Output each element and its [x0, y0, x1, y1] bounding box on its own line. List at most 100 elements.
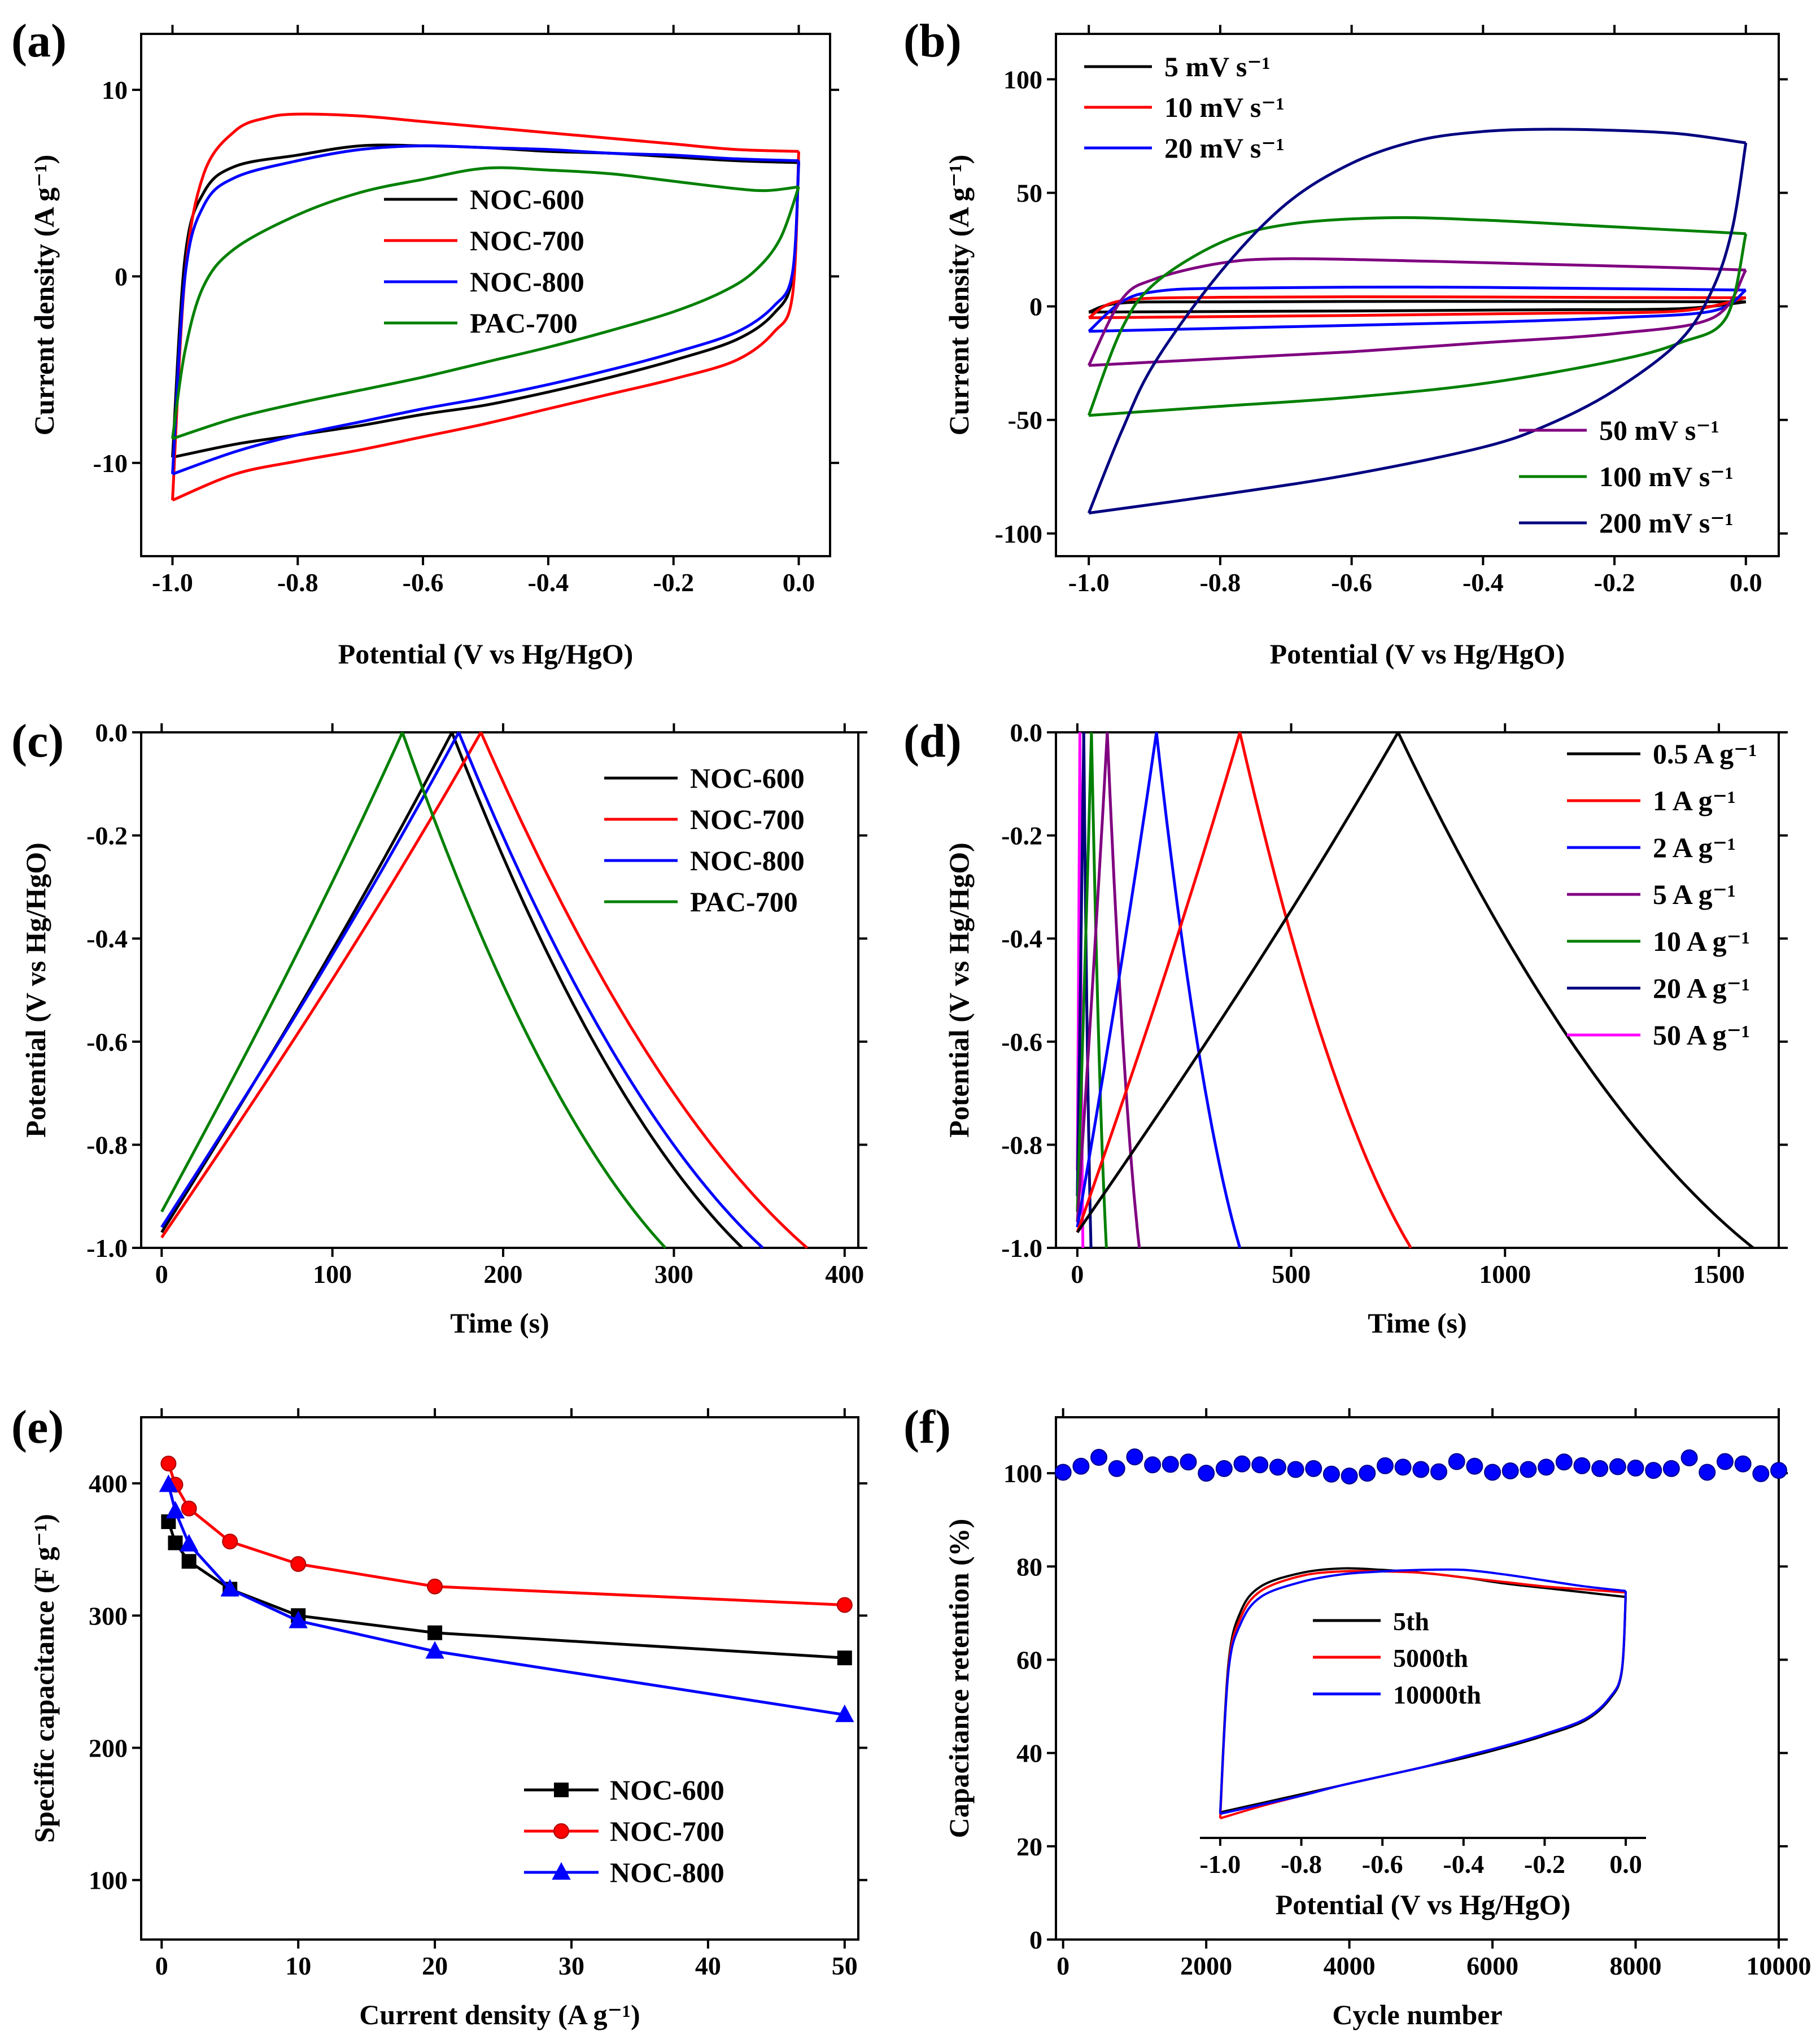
series-noc-600-point	[427, 1625, 443, 1640]
y-axis-label: Current density (A g⁻¹)	[28, 155, 60, 435]
series-noc-600-point	[837, 1650, 852, 1666]
x-tick-label: 0	[155, 1260, 168, 1289]
legend-label-noc-600: NOC-600	[470, 184, 584, 215]
retention-point	[1162, 1456, 1179, 1473]
y-tick-label: -0.4	[86, 924, 128, 953]
retention-point	[1609, 1458, 1626, 1475]
legend-label-noc-700: NOC-700	[690, 803, 805, 835]
retention-point	[1430, 1463, 1448, 1480]
series-5-a-g-discharge-curve	[1106, 732, 1141, 1248]
x-tick-label: 20	[422, 1951, 448, 1980]
series-0-5-a-g-discharge-curve	[1396, 731, 1754, 1249]
y-tick-label: 0	[115, 262, 128, 291]
inset-series-10000th-upper-branch	[1219, 1568, 1626, 1814]
y-tick-label: -50	[1008, 406, 1042, 435]
panel-f: (f) 0 2000 4000 6000 8000 10000 0 20 40 60 80 100 Cyc…	[903, 1401, 1811, 2030]
y-axis-label: Current density (A g⁻¹)	[943, 155, 975, 435]
series-2-a-g-charge-curve	[1076, 732, 1158, 1228]
legend-marker-noc-600	[554, 1783, 569, 1797]
x-tick-label: -0.2	[1594, 568, 1635, 597]
y-tick-label: 80	[1016, 1552, 1042, 1581]
series-noc-800-point	[220, 1579, 239, 1597]
legend-label-noc-700: NOC-700	[610, 1815, 724, 1847]
panel-label: (a)	[11, 15, 67, 67]
series-noc-700-line	[167, 1463, 845, 1606]
x-tick-label: 0	[1071, 1260, 1084, 1289]
plot-frame	[140, 1416, 859, 1941]
y-tick-label: -0.2	[1001, 822, 1042, 850]
series-20-a-g-charge-curve	[1076, 732, 1085, 1196]
y-axis-label: Potential (V vs Hg/HgO)	[20, 842, 51, 1138]
legend-label-10-a-g: 10 A g⁻¹	[1653, 925, 1750, 957]
y-tick-label: -1.0	[1001, 1234, 1042, 1263]
series-pac-700-discharge-curve	[401, 732, 667, 1249]
y-tick-label: -100	[995, 519, 1042, 548]
retention-point	[1394, 1458, 1412, 1476]
legend-label-noc-600: NOC-600	[610, 1774, 724, 1806]
retention-point	[1645, 1462, 1662, 1479]
x-tick-label: 6000	[1466, 1951, 1518, 1980]
plot-frame	[140, 33, 831, 557]
plot-frame	[140, 731, 859, 1249]
retention-point	[1555, 1453, 1573, 1471]
x-tick-label: 50	[832, 1951, 858, 1980]
y-tick-label: 40	[1016, 1739, 1042, 1768]
legend-label-pac-700: PAC-700	[690, 886, 798, 918]
series-pac-700-upper-branch	[171, 166, 799, 439]
retention-point	[1054, 1464, 1072, 1481]
legend-label-5-mv-s: 5 mV s⁻¹	[1164, 51, 1271, 82]
retention-point	[1198, 1465, 1215, 1482]
x-axis-label: Potential (V vs Hg/HgO)	[338, 638, 634, 670]
series-100-mv-s-lower-branch	[1089, 233, 1748, 417]
y-axis-label: Specific capacitance (F g⁻¹)	[28, 1514, 60, 1842]
retention-point	[1126, 1448, 1143, 1466]
legend-label-0-5-a-g: 0.5 A g⁻¹	[1653, 738, 1757, 770]
y-tick-label: 0.0	[1010, 718, 1043, 747]
y-tick-label: -0.6	[1001, 1028, 1042, 1056]
x-tick-label: -0.2	[653, 568, 694, 597]
x-tick-label: -0.4	[527, 568, 569, 597]
series-noc-700-point	[290, 1556, 307, 1572]
y-tick-label: -0.2	[86, 822, 128, 850]
series-1-a-g-charge-curve	[1076, 732, 1242, 1233]
x-tick-label: 0.0	[1730, 568, 1762, 597]
retention-point	[1662, 1460, 1680, 1477]
x-tick-label: 10	[285, 1951, 311, 1980]
inset-x-tick-label: -0.2	[1524, 1850, 1565, 1879]
panel-b: (b) -1.0 -0.8 -0.6 -0.4 -0.2 0.0 -100 -50 0 50 100 P…	[903, 15, 1788, 670]
retention-point	[1734, 1455, 1752, 1473]
legend-label-20-a-g: 20 A g⁻¹	[1653, 972, 1750, 1004]
legend-label-noc-800: NOC-800	[610, 1857, 724, 1888]
series-20-mv-s-upper-branch	[1088, 285, 1746, 333]
series-50-mv-s-lower-branch	[1089, 269, 1747, 367]
retention-point	[1699, 1464, 1716, 1481]
panel-a: (a) -1.0 -0.8 -0.6 -0.4 -0.2 0.0 -10 0 10 Potentia…	[11, 15, 839, 670]
retention-point	[1108, 1460, 1125, 1477]
panel-label: (d)	[903, 715, 962, 767]
y-axis-label: Capacitance retention (%)	[943, 1519, 975, 1838]
series-noc-800-discharge-curve	[457, 732, 764, 1249]
series-pac-700-charge-curve	[160, 731, 404, 1213]
legend-label-10-mv-s: 10 mV s⁻¹	[1164, 91, 1285, 123]
legend-label-noc-700: NOC-700	[470, 225, 584, 256]
series-10-mv-s-lower-branch	[1089, 296, 1747, 320]
series-200-mv-s-lower-branch	[1088, 142, 1748, 515]
retention-point	[1680, 1449, 1698, 1466]
retention-point	[1233, 1455, 1251, 1473]
legend-label-noc-800: NOC-800	[470, 266, 584, 298]
y-tick-label: -10	[93, 449, 128, 478]
y-tick-label: 50	[1016, 179, 1042, 208]
retention-point	[1573, 1457, 1591, 1474]
x-tick-label: 400	[825, 1260, 864, 1289]
retention-point	[1251, 1456, 1269, 1474]
y-tick-label: -0.4	[1001, 924, 1042, 953]
legend-label-5-a-g: 5 A g⁻¹	[1653, 879, 1736, 910]
y-tick-label: 200	[89, 1733, 128, 1762]
retention-point	[1322, 1465, 1340, 1483]
series-50-mv-s-upper-branch	[1087, 257, 1746, 366]
inset-series-10000th-lower-branch	[1220, 1591, 1627, 1815]
series-noc-700-point	[181, 1500, 197, 1517]
series-noc-800-upper-branch	[171, 144, 799, 474]
x-tick-label: -1.0	[1068, 568, 1110, 597]
